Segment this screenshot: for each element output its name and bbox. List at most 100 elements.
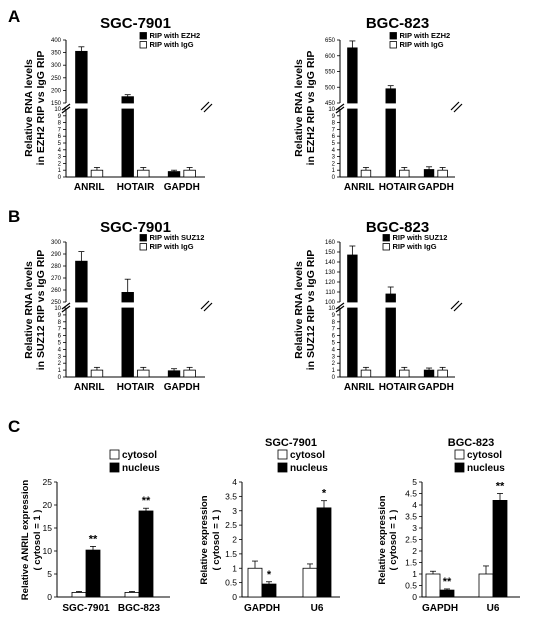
ytick-label-C2-5: 2.5 xyxy=(225,520,237,530)
bar-C3-0-0 xyxy=(425,573,441,598)
bar-B2-1-1 xyxy=(399,369,410,378)
legend-swatch-C1-0 xyxy=(109,449,120,460)
legend-swatch-C2-0 xyxy=(277,449,288,460)
bar-B2-0-2 xyxy=(423,369,435,378)
bar-C2-0-0 xyxy=(247,567,263,598)
ytick-label-C1-1: 5 xyxy=(47,569,52,579)
xtick-label-C2-0: GAPDH xyxy=(244,603,280,614)
ytick-label-C2-7: 3.5 xyxy=(225,491,237,501)
ytick-label-lower-B1-3: 3 xyxy=(58,354,62,360)
ytick-label-upper-B1-4: 290 xyxy=(51,252,62,258)
legend-label-C3-0: cytosol xyxy=(467,450,502,461)
ytick-label-C3-3: 1.5 xyxy=(405,558,417,568)
xtick-label-C3-0: GAPDH xyxy=(422,603,458,614)
bar-B1-1-0 xyxy=(90,369,104,378)
xtick-label-B1-1: HOTAIR xyxy=(117,382,155,393)
ytick-label-upper-B2-1: 110 xyxy=(325,290,335,296)
y-axis-label-C3-1: ( cytosol = 1 ) xyxy=(388,510,399,571)
legend-swatch-A1-1 xyxy=(139,41,147,49)
ytick-label-upper-B1-0: 250 xyxy=(51,300,62,306)
y-axis-label-C2-1: ( cytosol = 1 ) xyxy=(211,510,222,571)
ytick-label-lower-A1-4: 4 xyxy=(58,148,62,154)
ytick-label-lower-B2-1: 1 xyxy=(332,368,336,374)
ytick-label-lower-A1-10: 10 xyxy=(54,107,61,113)
legend-swatch-C3-1 xyxy=(454,462,465,473)
y-axis-label-A1-0: Relative RNA levels xyxy=(23,59,35,157)
ytick-label-C3-10: 5 xyxy=(412,477,417,487)
ytick-label-lower-A2-6: 6 xyxy=(332,134,336,140)
ytick-label-lower-A1-7: 7 xyxy=(58,127,62,133)
ytick-label-upper-A2-2: 550 xyxy=(325,70,336,76)
ytick-label-upper-B2-0: 100 xyxy=(325,300,336,306)
legend-label-C2-0: cytosol xyxy=(290,450,325,461)
bar-C3-1-1 xyxy=(492,499,508,598)
significance-label-C1-0: ** xyxy=(89,533,98,545)
ytick-label-C1-3: 15 xyxy=(43,523,53,533)
ytick-label-C2-2: 1 xyxy=(232,563,237,573)
bar-upper-B1-0-1 xyxy=(121,291,134,303)
ytick-label-C3-2: 1 xyxy=(412,569,417,579)
bar-B2-1-2 xyxy=(437,369,448,378)
xtick-label-A2-1: HOTAIR xyxy=(379,182,417,193)
bar-lower-B2-0-1 xyxy=(385,307,396,378)
ytick-label-lower-B2-9: 9 xyxy=(332,313,336,319)
significance-label-C1-1: ** xyxy=(142,495,151,507)
ytick-label-lower-A1-3: 3 xyxy=(58,155,62,161)
ytick-label-lower-A2-0: 0 xyxy=(332,175,336,181)
significance-label-C3-1: ** xyxy=(496,481,505,493)
ytick-label-lower-A1-9: 9 xyxy=(58,114,62,120)
y-axis-label-C3-0: Relative expression xyxy=(377,495,388,584)
ytick-label-lower-A1-5: 5 xyxy=(58,141,62,147)
axis-break-right-b-A2 xyxy=(453,103,463,113)
bar-B1-1-1 xyxy=(137,369,150,378)
xtick-label-A1-0: ANRIL xyxy=(74,182,105,193)
ytick-label-lower-B2-3: 3 xyxy=(332,354,336,360)
ytick-label-upper-A2-3: 600 xyxy=(325,54,336,60)
y-axis-label-A2-0: Relative RNA levels xyxy=(293,59,305,157)
ytick-label-upper-B2-5: 150 xyxy=(325,250,336,256)
y-axis-label-B1-0: Relative RNA levels xyxy=(23,261,35,359)
legend-label-B1-0: RIP with SUZ12 xyxy=(150,233,205,242)
panel-label-b: B xyxy=(8,207,20,226)
bar-C1-1-0 xyxy=(85,549,101,598)
xtick-label-C2-1: U6 xyxy=(311,603,324,614)
ytick-label-C1-4: 20 xyxy=(43,500,53,510)
ytick-label-upper-B2-4: 140 xyxy=(325,260,336,266)
legend-label-B1-1: RIP with IgG xyxy=(150,242,194,251)
axis-break-right-b-B2 xyxy=(453,302,463,312)
ytick-label-upper-B2-2: 120 xyxy=(325,280,336,286)
bar-B1-1-2 xyxy=(183,369,196,378)
ytick-label-lower-B2-0: 0 xyxy=(332,375,336,381)
ytick-label-lower-B1-8: 8 xyxy=(58,320,62,326)
ytick-label-upper-B1-2: 270 xyxy=(51,276,62,282)
chart-title-A1: SGC-7901 xyxy=(100,15,171,32)
y-axis-label-C2-0: Relative expression xyxy=(199,495,210,584)
ytick-label-C2-8: 4 xyxy=(232,477,237,487)
ytick-label-upper-A1-4: 350 xyxy=(51,51,62,57)
bar-lower-A2-0-0 xyxy=(347,108,358,178)
bar-lower-B2-0-0 xyxy=(347,307,358,378)
ytick-label-C1-0: 0 xyxy=(47,592,52,602)
axis-break-right-a-B1 xyxy=(200,300,210,310)
panel-label-a: A xyxy=(8,7,20,26)
ytick-label-C3-9: 4.5 xyxy=(405,489,417,499)
significance-label-C3-0: ** xyxy=(443,576,452,588)
y-axis-label-B2-0: Relative RNA levels xyxy=(293,261,305,359)
ytick-label-upper-A2-1: 500 xyxy=(325,85,336,91)
ytick-label-lower-B2-6: 6 xyxy=(332,334,336,340)
bar-upper-A2-0-0 xyxy=(347,47,358,104)
bar-C3-0-1 xyxy=(478,573,494,598)
chart-title-A2: BGC-823 xyxy=(366,15,429,32)
legend-swatch-A2-0 xyxy=(389,32,397,40)
bar-upper-B1-0-0 xyxy=(75,260,88,303)
bar-upper-A1-0-1 xyxy=(121,96,134,104)
axis-break-left-b-B2 xyxy=(335,305,345,313)
ytick-label-upper-A2-0: 450 xyxy=(325,101,336,107)
bar-upper-B2-0-0 xyxy=(347,254,358,303)
legend-label-A1-0: RIP with EZH2 xyxy=(150,31,201,40)
ytick-label-lower-B1-0: 0 xyxy=(58,375,62,381)
ytick-label-upper-B2-6: 160 xyxy=(325,240,336,246)
ytick-label-lower-A1-2: 2 xyxy=(58,161,62,167)
y-axis-label-B1-1: in SUZ12 RIP vs IgG RIP xyxy=(35,250,47,371)
